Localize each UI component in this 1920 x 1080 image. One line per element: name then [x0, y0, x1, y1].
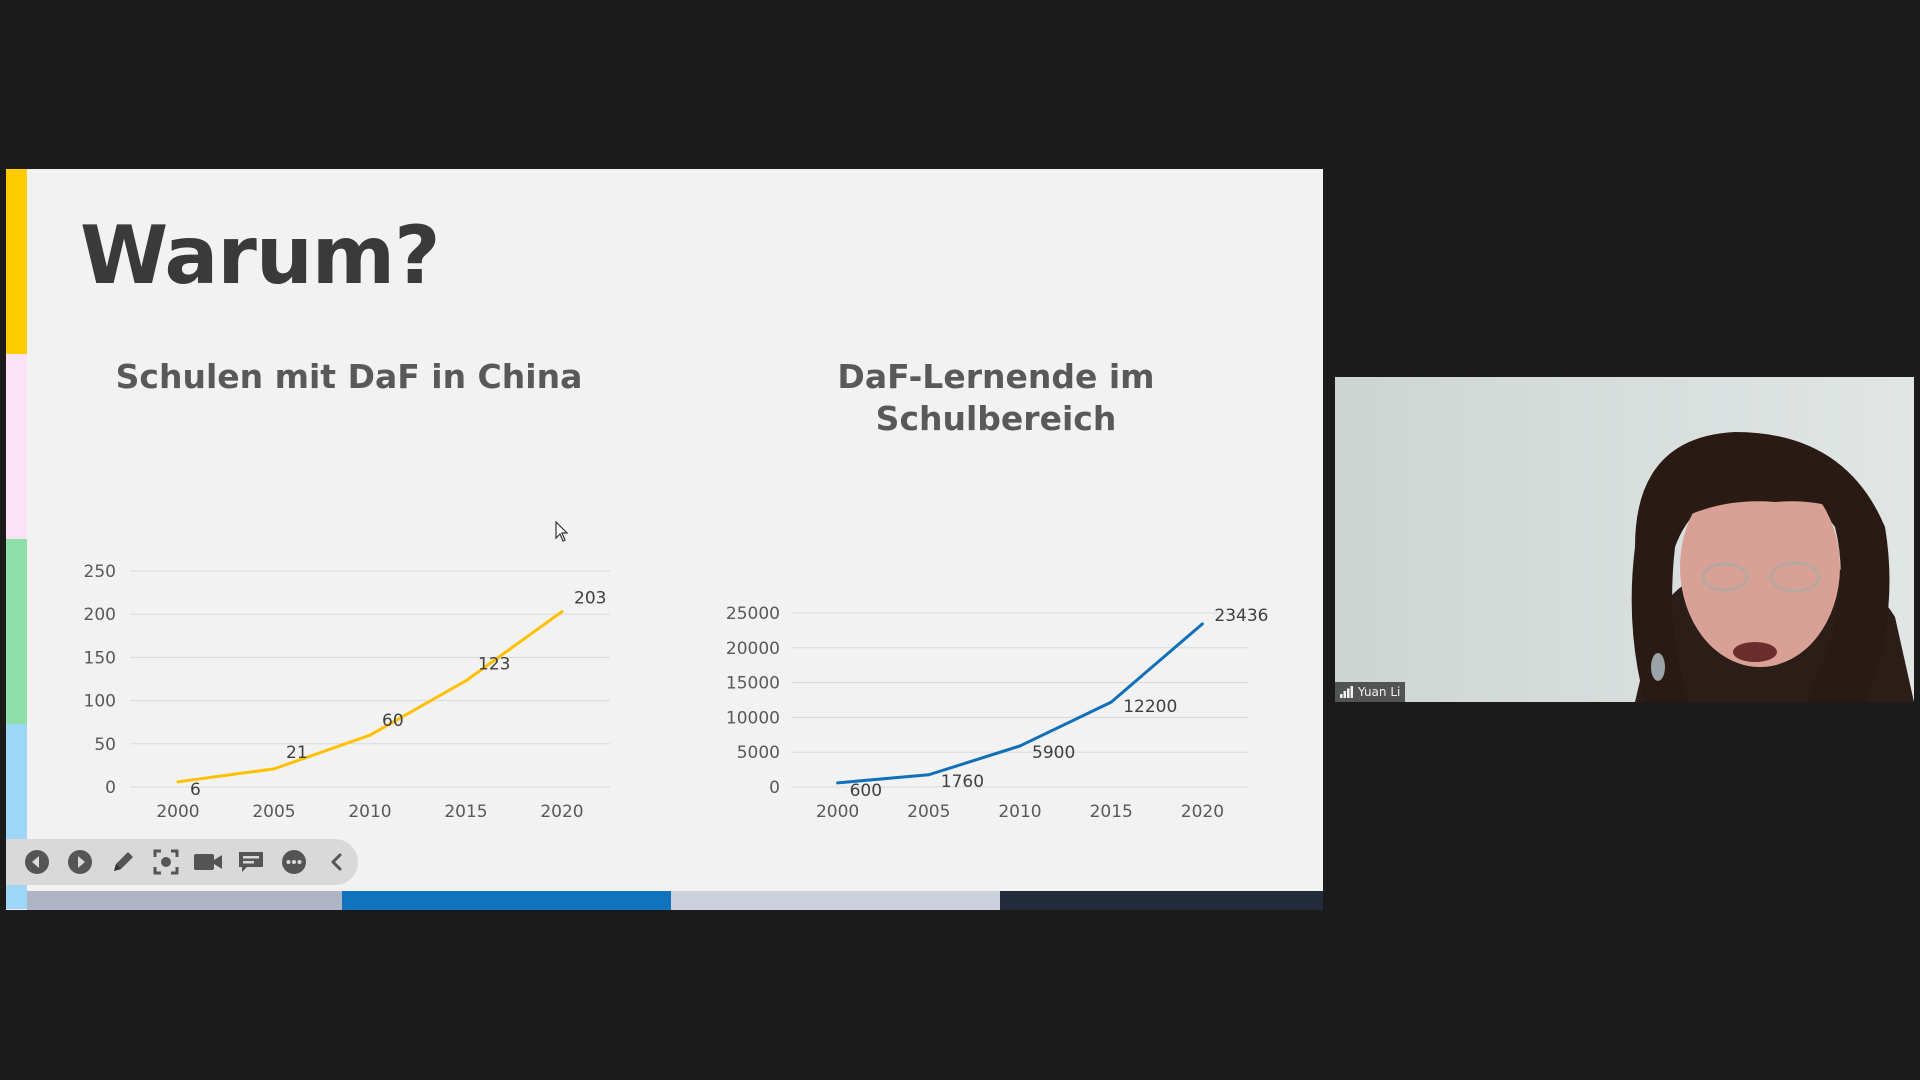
- participant-video-frame: [1335, 377, 1914, 702]
- chart-title: Schulen mit DaF in China: [116, 357, 583, 396]
- subtitles-icon: [239, 852, 264, 872]
- chart-schulen: Schulen mit DaF in China 0 50 100 150 200 250 2…: [84, 357, 610, 822]
- data-point: [1018, 744, 1022, 748]
- x-tick-label: 2010: [998, 802, 1041, 822]
- data-point: [464, 679, 468, 683]
- camera-icon: [194, 854, 223, 870]
- collapse-chevron-icon: [331, 853, 342, 871]
- x-tick-label: 2005: [252, 802, 295, 822]
- data-point: [927, 773, 931, 777]
- y-tick-label: 50: [94, 735, 116, 755]
- participant-name: Yuan Li: [1358, 685, 1401, 699]
- data-point: [836, 781, 840, 785]
- slide-footer-bars: [27, 891, 1323, 910]
- focus-icon: [153, 849, 179, 875]
- footer-bar: [1000, 891, 1323, 910]
- x-tick-label: 2005: [907, 802, 950, 822]
- data-label: 5900: [1032, 743, 1075, 763]
- y-tick-label: 200: [84, 605, 116, 625]
- more-button[interactable]: [273, 843, 316, 881]
- data-point: [176, 780, 180, 784]
- data-label: 23436: [1214, 606, 1268, 626]
- camera-button[interactable]: [187, 843, 230, 881]
- y-tick-label: 15000: [726, 674, 780, 694]
- x-tick-label: 2000: [156, 802, 199, 822]
- data-point: [272, 767, 276, 771]
- x-tick-label: 2000: [816, 802, 859, 822]
- x-tick-label: 2015: [1090, 802, 1133, 822]
- y-tick-label: 250: [84, 562, 116, 582]
- chart-title: DaF-Lernende im: [837, 357, 1154, 396]
- pen-icon: [113, 852, 133, 871]
- accent-segment: [6, 354, 27, 539]
- slide-title: Warum?: [80, 209, 441, 302]
- y-tick-label: 5000: [737, 743, 780, 763]
- data-point: [1109, 700, 1113, 704]
- presentation-slide: Warum? Schulen mit DaF in China 0 50 100 150…: [6, 169, 1323, 910]
- pen-button[interactable]: [102, 843, 145, 881]
- data-point: [368, 733, 372, 737]
- y-tick-label: 0: [105, 778, 116, 798]
- data-label: 1760: [941, 772, 984, 792]
- y-tick-label: 0: [769, 778, 780, 798]
- presentation-toolbar: [6, 839, 358, 885]
- data-label: 600: [850, 781, 882, 801]
- data-label: 203: [574, 589, 606, 609]
- data-label: 123: [478, 655, 510, 675]
- chart-title: Schulbereich: [876, 399, 1117, 438]
- x-tick-label: 2020: [540, 802, 583, 822]
- previous-slide-button[interactable]: [16, 843, 59, 881]
- footer-bar: [27, 891, 342, 910]
- next-slide-button[interactable]: [59, 843, 102, 881]
- y-tick-label: 25000: [726, 604, 780, 624]
- footer-bar: [671, 891, 1000, 910]
- series-line: [177, 610, 563, 784]
- more-icon: [281, 850, 306, 874]
- subtitles-button[interactable]: [230, 843, 273, 881]
- x-tick-label: 2010: [348, 802, 391, 822]
- data-point: [560, 610, 564, 614]
- focus-button[interactable]: [144, 843, 187, 881]
- x-tick-label: 2020: [1181, 802, 1224, 822]
- y-tick-label: 100: [84, 692, 116, 712]
- signal-bars-icon: [1340, 686, 1353, 698]
- data-label: 21: [286, 743, 308, 763]
- participant-name-tag: Yuan Li: [1335, 682, 1406, 702]
- footer-bar: [342, 891, 671, 910]
- mouse-cursor-icon: [555, 521, 569, 542]
- y-tick-label: 10000: [726, 708, 780, 728]
- x-tick-label: 2015: [444, 802, 487, 822]
- accent-segment: [6, 539, 27, 724]
- accent-strip: [6, 169, 27, 910]
- accent-segment: [6, 169, 27, 354]
- next-slide-icon: [68, 850, 93, 874]
- previous-slide-icon: [25, 850, 50, 874]
- y-tick-label: 20000: [726, 639, 780, 659]
- data-point: [1200, 622, 1204, 626]
- y-tick-label: 150: [84, 648, 116, 668]
- data-label: 6: [190, 780, 201, 800]
- collapse-toolbar-button[interactable]: [315, 843, 358, 881]
- data-label: 60: [382, 711, 404, 731]
- data-label: 12200: [1123, 697, 1177, 717]
- participant-video[interactable]: Yuan Li: [1335, 377, 1914, 702]
